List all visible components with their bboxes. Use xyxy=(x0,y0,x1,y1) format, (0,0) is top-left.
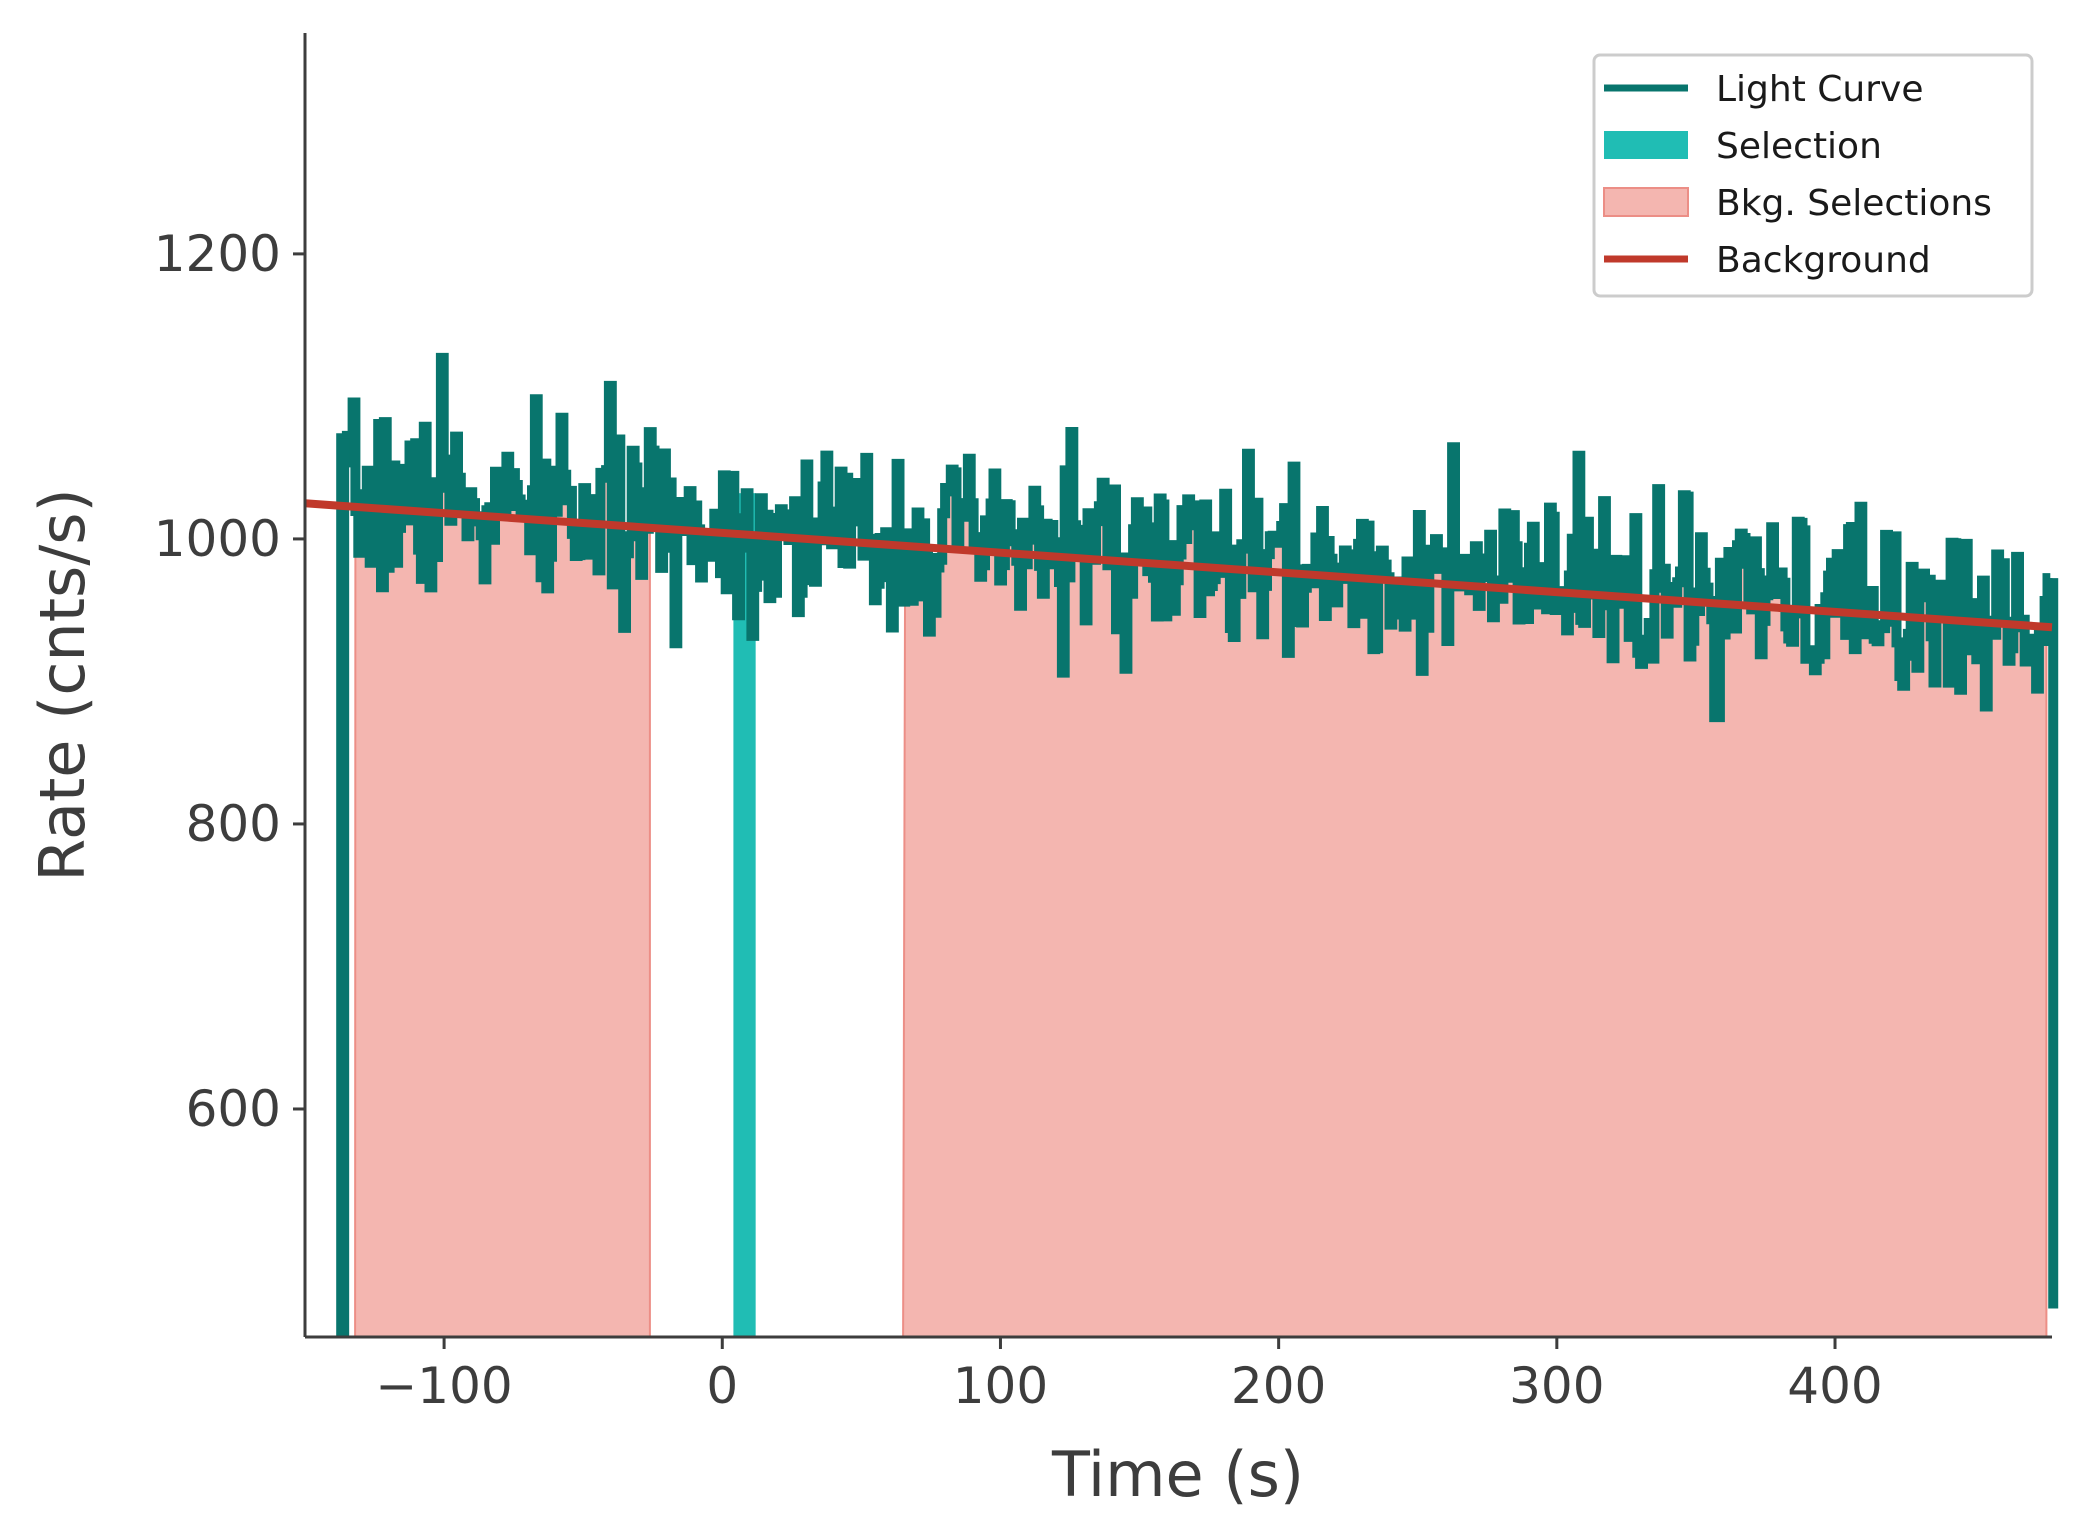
x-tick-label: −100 xyxy=(375,1357,512,1415)
legend-frame xyxy=(1592,53,2034,298)
legend-label-selection: Selection xyxy=(1716,126,1882,167)
x-axis-ticks: −100 0 100 200 300 400 xyxy=(375,1337,1883,1415)
y-tick-label: 1000 xyxy=(154,510,281,568)
y-tick-label: 1200 xyxy=(154,225,281,283)
y-tick-label: 600 xyxy=(186,1080,281,1138)
y-tick-label: 800 xyxy=(186,795,281,853)
y-axis-label: Rate (cnts/s) xyxy=(26,488,99,881)
legend-swatch-bkg_selections xyxy=(1603,187,1689,217)
legend-label-light_curve: Light Curve xyxy=(1716,69,1924,110)
background-model-line xyxy=(304,499,2053,632)
x-tick-label: 300 xyxy=(1509,1357,1604,1415)
x-axis-label: Time (s) xyxy=(1051,1438,1304,1511)
x-tick-label: 200 xyxy=(1231,1357,1326,1415)
selection-region xyxy=(733,493,756,1337)
light-curve-line xyxy=(336,352,2053,1337)
legend-swatch-selection xyxy=(1604,131,1688,159)
x-tick-label: 100 xyxy=(953,1357,1048,1415)
legend-label-background: Background xyxy=(1716,240,1931,281)
legend: Light Curve Selection Bkg. Selections Backg… xyxy=(1592,53,2034,298)
background-model-series xyxy=(304,499,2053,632)
legend-items: Light Curve Selection Bkg. Selections Backg… xyxy=(1603,69,1992,281)
x-tick-label: 400 xyxy=(1787,1357,1882,1415)
light-curve-series xyxy=(336,352,2059,1337)
legend-label-bkg_selections: Bkg. Selections xyxy=(1716,183,1992,224)
y-axis-ticks: 600 800 1000 1200 xyxy=(154,225,305,1138)
x-tick-label: 0 xyxy=(706,1357,738,1415)
source-selection xyxy=(733,493,756,1337)
